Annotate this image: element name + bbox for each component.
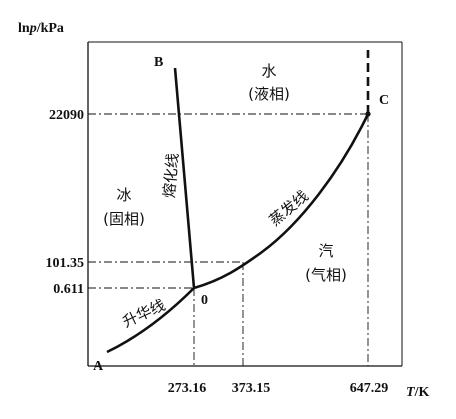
- x-tick-647-29: 647.29: [350, 381, 389, 396]
- sublimation-curve: [106, 287, 195, 354]
- melting-curve-label: 熔化线: [160, 152, 182, 198]
- y-tick-22090: 22090: [49, 108, 84, 123]
- x-axis-label: T/K: [406, 385, 429, 400]
- liquid-region-name: 水: [261, 62, 276, 80]
- point-a-label: A: [93, 359, 104, 374]
- melting-curve: [173, 67, 196, 289]
- x-tick-273-16: 273.16: [168, 381, 207, 396]
- point-b-label: B: [154, 55, 163, 70]
- vaporization-curve-label: 蒸发线: [266, 187, 312, 230]
- vapor-region-name: 汽: [318, 242, 333, 260]
- critical-point-marker: [365, 111, 371, 117]
- solid-region-phase: (固相): [103, 210, 145, 228]
- point-c-label: C: [379, 93, 389, 108]
- liquid-region-phase: (液相): [248, 85, 290, 103]
- y-axis-label: lnp/kPa: [18, 21, 64, 36]
- y-tick-0-611: 0.611: [53, 282, 84, 297]
- y-tick-101-35: 101.35: [46, 256, 85, 271]
- solid-region-name: 冰: [116, 186, 131, 204]
- sublimation-curve-label: 升华线: [120, 296, 168, 331]
- x-tick-373-15: 373.15: [232, 381, 271, 396]
- vapor-region-phase: (气相): [305, 266, 347, 284]
- triple-point-label: 0: [201, 293, 208, 308]
- vaporization-curve: [193, 113, 370, 290]
